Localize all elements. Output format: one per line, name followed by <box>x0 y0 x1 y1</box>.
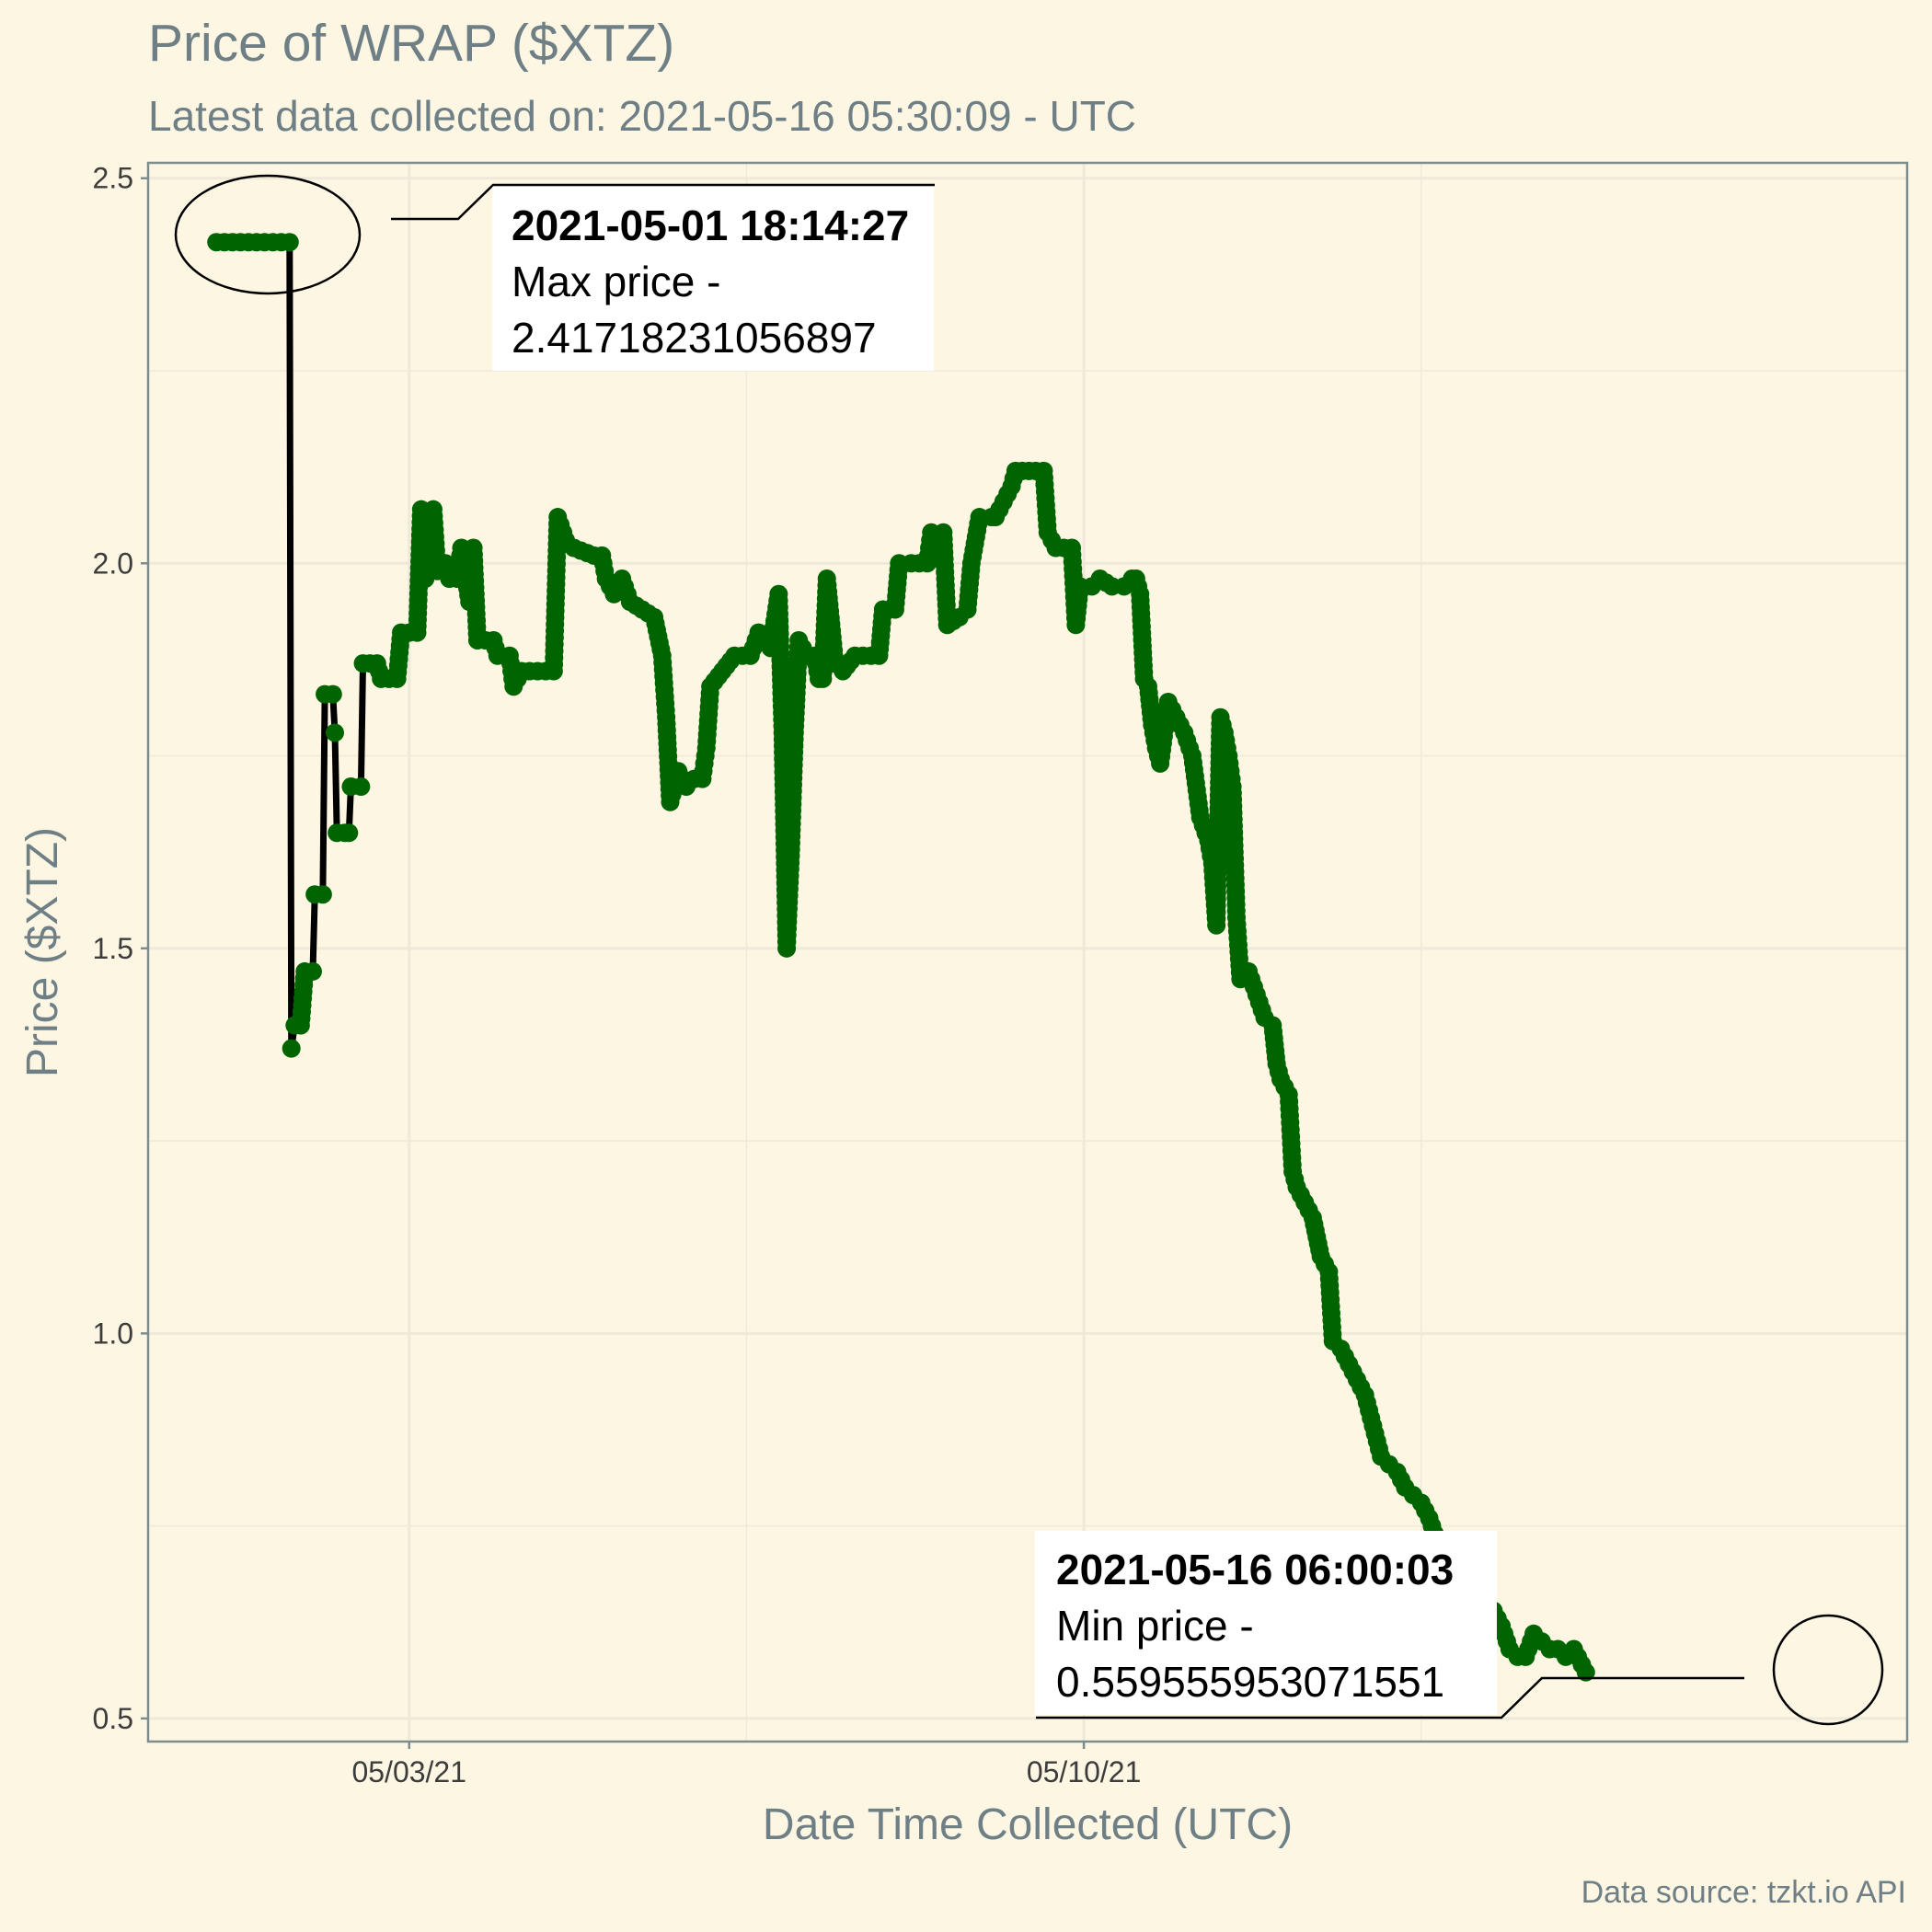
max-label: Max price - <box>512 258 720 305</box>
y-tick-label: 1.5 <box>93 932 133 965</box>
min-value: 0.559555953071551 <box>1056 1658 1444 1706</box>
chart-title: Price of WRAP ($XTZ) <box>148 14 674 73</box>
y-tick-label: 2.0 <box>93 546 133 580</box>
min-timestamp: 2021-05-16 06:00:03 <box>1056 1546 1454 1593</box>
min-label: Min price - <box>1056 1602 1254 1650</box>
price-point <box>323 684 342 704</box>
plot-border <box>146 161 1909 1743</box>
y-tick-label: 2.5 <box>93 162 133 195</box>
max-leader-line <box>391 183 935 221</box>
max-annotation: 2021-05-01 18:14:27 Max price - 2.417182… <box>174 174 935 371</box>
price-point <box>1576 1662 1595 1682</box>
price-point <box>303 961 322 981</box>
price-series <box>207 233 1595 1682</box>
max-highlight-circle <box>174 174 362 295</box>
min-leader-line <box>1036 1676 1744 1719</box>
y-tick-label: 0.5 <box>93 1702 133 1735</box>
grid-lines <box>148 163 1907 1742</box>
price-point <box>313 885 332 904</box>
price-point <box>339 823 359 843</box>
data-source-caption: Data source: tzkt.io API <box>1581 1875 1906 1910</box>
max-value: 2.41718231056897 <box>512 314 877 362</box>
y-tick-label: 1.0 <box>93 1317 133 1350</box>
x-tick-label: 05/10/21 <box>1027 1755 1142 1788</box>
price-point <box>325 723 344 742</box>
min-highlight-circle <box>1772 1614 1884 1726</box>
x-axis-title: Date Time Collected (UTC) <box>763 1800 1293 1849</box>
price-point <box>280 233 299 252</box>
x-axis: 05/03/21 05/10/21 <box>351 1742 1141 1788</box>
min-annotation: 2021-05-16 06:00:03 Min price - 0.559555… <box>1035 1531 1884 1726</box>
x-tick-label: 05/03/21 <box>351 1755 466 1788</box>
price-point <box>282 1039 301 1058</box>
chart-subtitle: Latest data collected on: 2021-05-16 05:… <box>148 92 1136 140</box>
max-timestamp: 2021-05-01 18:14:27 <box>512 201 909 249</box>
price-point <box>351 777 371 797</box>
y-axis-title: Price ($XTZ) <box>18 827 67 1077</box>
y-axis: 0.5 1.0 1.5 2.0 2.5 <box>93 162 148 1735</box>
min-label-box <box>1035 1531 1497 1715</box>
max-label-box <box>492 187 934 371</box>
